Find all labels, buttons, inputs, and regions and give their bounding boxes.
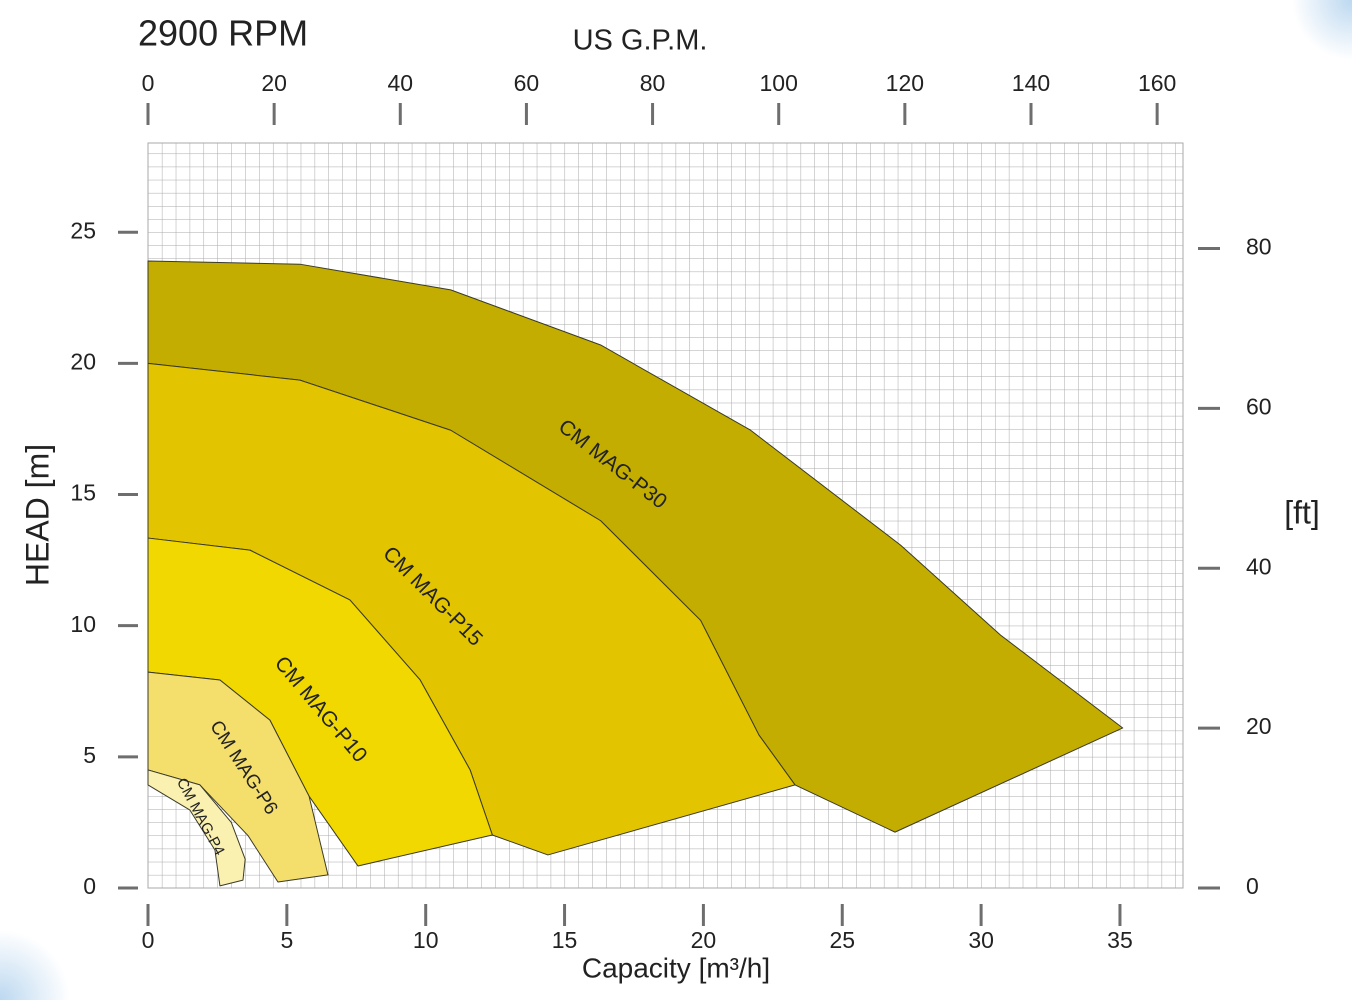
y-tick-label: 0 xyxy=(83,873,96,899)
x2-tick-label: 0 xyxy=(142,70,155,96)
x2-tick-label: 20 xyxy=(261,70,287,96)
y-axis-title: HEAD [m] xyxy=(19,444,55,586)
y-tick-label: 25 xyxy=(70,217,96,243)
x2-tick-label: 100 xyxy=(760,70,798,96)
y2-tick-label: 60 xyxy=(1246,393,1272,419)
x2-tick-label: 40 xyxy=(387,70,413,96)
top-axis-title: US G.P.M. xyxy=(573,25,708,57)
x-tick-label: 15 xyxy=(552,927,578,953)
x2-tick-label: 60 xyxy=(514,70,540,96)
x-tick-label: 5 xyxy=(280,927,293,953)
x2-tick-label: 160 xyxy=(1138,70,1176,96)
x-tick-label: 20 xyxy=(691,927,717,953)
pump-range-area xyxy=(147,769,246,887)
y-tick-label: 15 xyxy=(70,480,96,506)
x-tick-label: 35 xyxy=(1107,927,1133,953)
x-axis-title: Capacity [m³/h] xyxy=(582,952,770,983)
x-tick-label: 0 xyxy=(142,927,155,953)
y2-tick-label: 20 xyxy=(1246,713,1272,739)
areas xyxy=(147,260,1124,887)
y2-tick-label: 0 xyxy=(1246,873,1259,899)
y-tick-label: 5 xyxy=(83,742,96,768)
y2-tick-label: 80 xyxy=(1246,234,1272,260)
chart-title: 2900 RPM xyxy=(138,13,308,54)
x-tick-label: 10 xyxy=(413,927,439,953)
x2-tick-label: 120 xyxy=(886,70,924,96)
x-tick-label: 25 xyxy=(829,927,855,953)
x-tick-label: 30 xyxy=(968,927,994,953)
x2-tick-label: 80 xyxy=(640,70,666,96)
x2-tick-label: 140 xyxy=(1012,70,1050,96)
y-tick-label: 10 xyxy=(70,611,96,637)
y-tick-label: 20 xyxy=(70,348,96,374)
y2-axis-title: [ft] xyxy=(1284,494,1320,530)
y2-tick-label: 40 xyxy=(1246,553,1272,579)
